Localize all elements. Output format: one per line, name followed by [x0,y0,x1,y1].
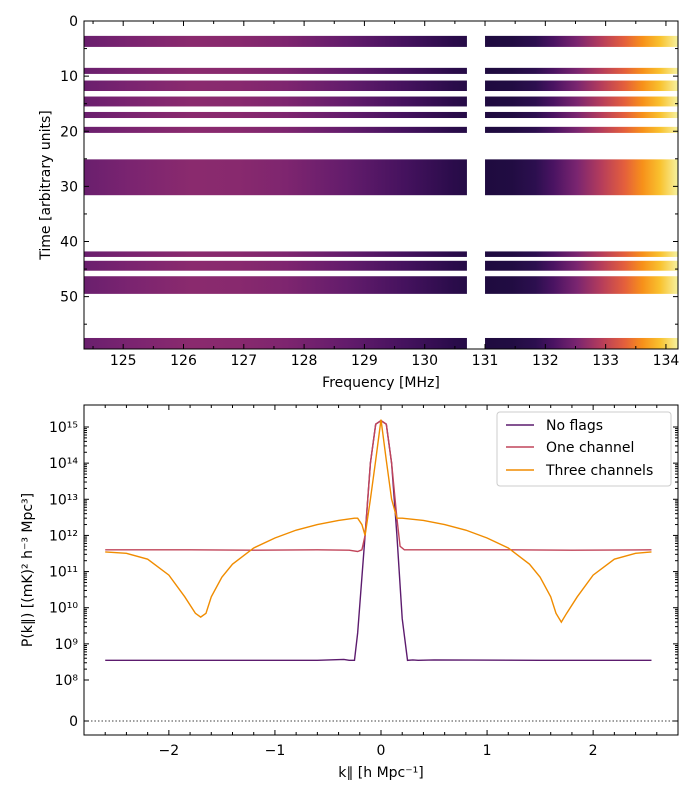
top-x-tick-label: 128 [291,353,318,369]
bottom-y-tick-label: 10¹⁰ [49,601,78,617]
legend-label-three-channels: Three channels [545,463,653,479]
waterfall-panel: 125 126 127 128 129 130 131 132 133 134 0 10 20 30 40 5… [38,14,679,391]
top-x-tick-label: 134 [653,353,680,369]
heatmap-row-10 [84,337,678,349]
heatmap-row-5 [84,126,678,133]
top-y-tick-label: 30 [60,179,78,195]
series-line-three-channels [105,419,652,624]
heatmap-row-8 [84,260,678,271]
bottom-y-tick-label: 0 [69,714,78,730]
top-x-tick-label: 127 [230,353,257,369]
bottom-x-tick-label: 0 [377,743,386,759]
bottom-x-tick-label: −2 [159,743,180,759]
top-x-tick-label: 133 [592,353,619,369]
bottom-y-axis-label: P(k∥) [(mK)² h⁻³ Mpc³] [20,493,36,647]
power-spectrum-lines [105,419,652,662]
bottom-y-tick-label: 10¹³ [49,492,78,508]
heatmap-row-3 [84,96,678,107]
top-x-axis-label: Frequency [MHz] [322,375,440,391]
top-x-tick-label: 126 [170,353,197,369]
heatmap-row-7 [84,251,678,257]
bottom-x-axis-label: k∥ [h Mpc⁻¹] [338,765,423,781]
heatmap-row-4 [84,111,678,119]
heatmap-row-1 [84,67,678,74]
bottom-y-tick-label: 10¹⁴ [49,456,78,472]
bottom-axes-frame [83,404,679,736]
top-y-tick-label: 20 [60,124,78,140]
heatmap-row-6 [84,159,678,196]
legend-box [496,411,672,487]
top-y-tick-label: 50 [60,290,78,306]
legend-label-one-channel: One channel [546,440,634,456]
top-y-axis-label: Time [arbitrary units] [38,110,54,260]
flagged-channel-gap [466,21,486,349]
top-ticks: 125 126 127 128 129 130 131 132 133 134 0 10 20 30 40 5… [60,14,679,369]
bottom-y-tick-label: 10¹² [49,528,78,544]
legend-label-no-flags: No flags [546,418,603,434]
heatmap-row-0 [84,35,678,47]
bottom-y-tick-label: 10¹⁵ [49,420,78,436]
top-x-tick-label: 125 [110,353,137,369]
power-spectrum-panel: −2 −1 0 1 2 0 10⁸ 10⁹ 10¹⁰ 10¹¹ 10¹² 10¹³ 10¹⁴ 10¹⁵ N… [20,404,679,781]
bottom-y-tick-label: 10¹¹ [49,565,78,581]
bottom-x-tick-label: 2 [589,743,598,759]
top-x-tick-label: 132 [532,353,559,369]
top-y-tick-label: 0 [69,14,78,30]
bottom-y-tick-label: 10⁹ [55,637,79,653]
top-x-tick-label: 131 [472,353,499,369]
heatmap-row-9 [84,276,678,294]
top-x-tick-label: 130 [411,353,438,369]
bottom-x-tick-label: 1 [483,743,492,759]
series-line-one-channel [105,419,652,553]
heatmap-rows [84,35,678,349]
top-y-tick-label: 10 [60,69,78,85]
legend: No flags One channel Three channels [496,411,672,487]
top-axes-frame [83,20,679,350]
bottom-x-tick-label: −1 [265,743,286,759]
bottom-y-tick-label: 10⁸ [55,673,79,689]
top-y-tick-label: 40 [60,235,78,251]
heatmap-row-2 [84,80,678,92]
top-x-tick-label: 129 [351,353,378,369]
